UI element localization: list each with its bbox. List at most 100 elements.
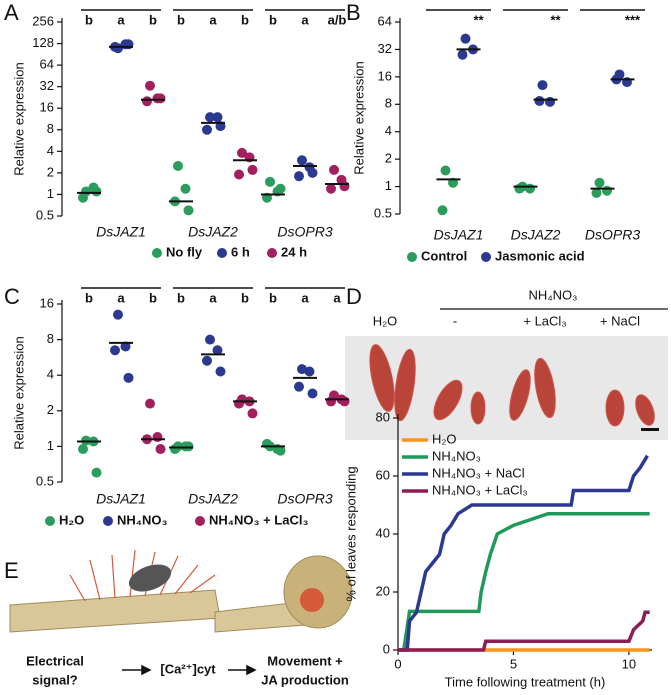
- dot: [237, 147, 247, 158]
- y-tick-label: 8: [385, 96, 392, 111]
- y-tick-label: 1: [385, 178, 392, 193]
- legend-marker: [481, 252, 491, 262]
- significance-label: a: [301, 12, 309, 27]
- dot: [202, 355, 212, 366]
- dot: [514, 183, 525, 194]
- significance-label: a: [209, 290, 217, 305]
- dot: [602, 185, 612, 196]
- significance-label: b: [269, 290, 277, 305]
- x-tick-label: DsJAZ1: [96, 491, 146, 507]
- dot: [437, 205, 448, 216]
- significance-label: ***: [625, 12, 641, 27]
- y-axis-label: Relative expression: [351, 61, 366, 174]
- x-tick-label: 0: [394, 656, 401, 671]
- dot: [183, 205, 194, 216]
- scale-bar: [641, 428, 659, 431]
- dot: [304, 366, 315, 377]
- dot: [594, 177, 605, 188]
- dot: [215, 366, 226, 377]
- dot: [534, 95, 545, 106]
- x-tick-label: DsJAZ1: [96, 224, 146, 240]
- dot: [152, 432, 163, 443]
- photo-header: NH₄NO₃: [529, 287, 578, 302]
- significance-label: a/b: [328, 12, 347, 27]
- legend-marker: [152, 248, 162, 258]
- leaves: [369, 344, 655, 427]
- y-tick-label: 0.5: [36, 473, 54, 488]
- dot: [457, 49, 468, 60]
- y-tick-label: 32: [378, 41, 392, 56]
- significance-label: b: [177, 290, 185, 305]
- legend-label: NH₄NO₃: [117, 512, 167, 527]
- x-tick-label: DsJAZ2: [188, 224, 238, 240]
- insect: [128, 564, 172, 592]
- y-tick-label: 64: [378, 13, 392, 28]
- dot: [275, 183, 286, 194]
- dot: [145, 80, 155, 91]
- legend-marker: [407, 252, 417, 262]
- step-text: JA production: [261, 672, 349, 687]
- legend-label: No fly: [166, 244, 203, 259]
- y-tick-label: 1: [47, 438, 54, 453]
- trap-center: [300, 588, 324, 612]
- dot: [326, 396, 336, 407]
- step-text: Electrical: [26, 653, 84, 668]
- dot: [297, 155, 307, 166]
- y-tick-label: 128: [32, 35, 54, 50]
- dot: [545, 96, 555, 107]
- legend-marker: [217, 248, 227, 258]
- panel-label: B: [346, 0, 361, 25]
- significance-label: a: [333, 290, 341, 305]
- y-tick-label: 20: [376, 583, 390, 598]
- legend-label: Control: [421, 248, 467, 263]
- dot: [91, 467, 102, 478]
- y-tick-label: 64: [40, 57, 54, 72]
- y-tick-label: 2: [47, 402, 54, 417]
- x-tick-label: 10: [622, 656, 636, 671]
- dot: [91, 186, 102, 197]
- legend-label: NH₄NO₃ + LaCl₃: [209, 512, 308, 527]
- legend-label: H₂O: [432, 431, 457, 446]
- significance-label: b: [269, 12, 277, 27]
- legend-label: Jasmonic acid: [495, 248, 585, 263]
- dot: [212, 112, 223, 123]
- photo-label: + NaCl: [600, 313, 640, 328]
- legend-label: NH₄NO₃ + NaCl: [432, 465, 525, 480]
- legend-marker: [195, 516, 205, 526]
- significance-label: b: [149, 12, 157, 27]
- dot: [155, 93, 166, 104]
- dot: [307, 388, 318, 399]
- y-axis-label: Relative expression: [11, 62, 26, 175]
- significance-label: **: [550, 12, 561, 27]
- dot: [339, 396, 350, 407]
- panel-label: E: [4, 558, 19, 583]
- y-tick-label: 1: [47, 186, 54, 201]
- legend-label: NH₄NO₃ + LaCl₃: [432, 482, 528, 497]
- dot: [591, 188, 602, 199]
- y-tick-label: 0: [383, 641, 390, 656]
- y-tick-label: 0.5: [374, 205, 392, 220]
- significance-label: b: [85, 290, 93, 305]
- dot: [123, 372, 134, 383]
- y-tick-label: 60: [376, 467, 390, 482]
- y-tick-label: 8: [47, 121, 54, 136]
- dot: [234, 398, 244, 409]
- y-tick-label: 0.5: [36, 207, 54, 222]
- significance-label: a: [209, 12, 217, 27]
- dot: [120, 341, 131, 352]
- significance-label: **: [473, 12, 484, 27]
- dot: [525, 183, 535, 194]
- dot: [297, 364, 307, 375]
- y-tick-label: 4: [385, 123, 392, 138]
- photo-label: + LaCl₃: [523, 313, 566, 328]
- y-tick-label: 16: [40, 100, 54, 115]
- y-tick-label: 40: [376, 525, 390, 540]
- dot: [460, 33, 471, 44]
- dot: [339, 181, 350, 192]
- diagram-panel: E Electrical signal? [Ca²⁺]cyt Movement …: [4, 549, 353, 687]
- dot: [205, 334, 215, 345]
- dot: [294, 171, 304, 182]
- dot: [326, 183, 336, 194]
- dot: [234, 169, 244, 180]
